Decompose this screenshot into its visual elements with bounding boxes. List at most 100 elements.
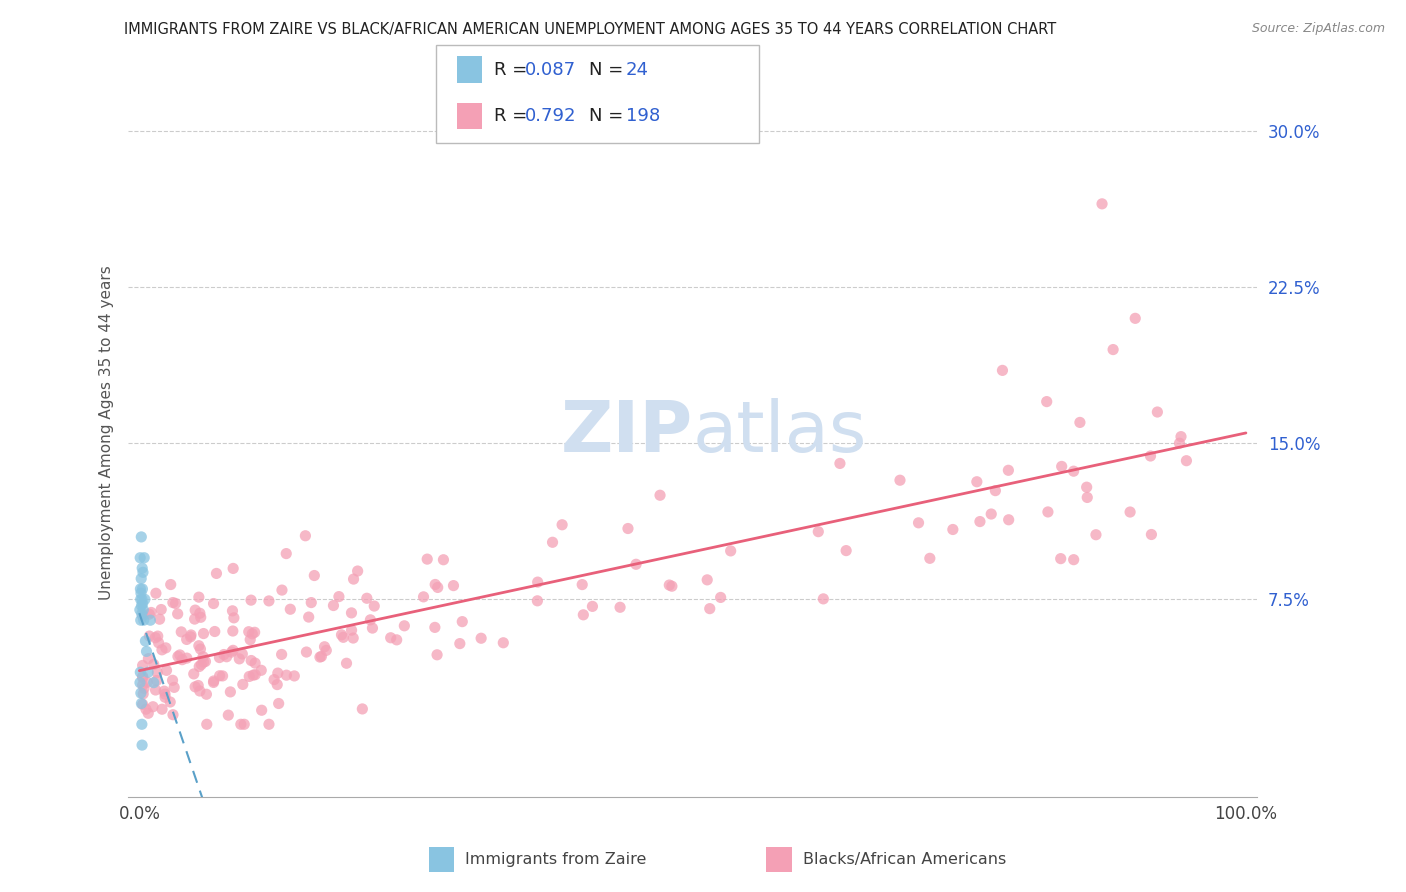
Point xyxy=(907,516,929,530)
Point xyxy=(148,636,170,650)
Point xyxy=(426,581,449,595)
Point xyxy=(134,634,156,648)
Point xyxy=(696,573,718,587)
Point xyxy=(194,655,217,669)
Point xyxy=(1076,491,1098,505)
Point xyxy=(1123,311,1146,326)
Y-axis label: Unemployment Among Ages 35 to 44 years: Unemployment Among Ages 35 to 44 years xyxy=(100,266,114,600)
Point xyxy=(131,698,153,712)
Point xyxy=(222,624,245,638)
Point xyxy=(187,639,209,653)
Point xyxy=(1049,551,1071,566)
Point xyxy=(193,626,215,640)
Point xyxy=(426,648,449,662)
Point xyxy=(311,649,333,664)
Point xyxy=(451,615,474,629)
Point xyxy=(1091,197,1114,211)
Point xyxy=(131,530,153,544)
Point xyxy=(1119,505,1142,519)
Point xyxy=(340,606,363,620)
Point xyxy=(232,677,254,691)
Point xyxy=(129,550,152,565)
Point xyxy=(239,632,262,647)
Text: R =: R = xyxy=(494,61,533,78)
Point xyxy=(153,684,176,698)
Point xyxy=(128,603,150,617)
Point xyxy=(332,630,354,644)
Point xyxy=(131,561,153,575)
Point xyxy=(131,671,153,685)
Point xyxy=(330,628,353,642)
Point xyxy=(188,659,211,673)
Point xyxy=(138,607,160,622)
Point xyxy=(136,706,159,721)
Point xyxy=(233,717,256,731)
Point xyxy=(129,592,152,607)
Point xyxy=(211,669,233,683)
Point xyxy=(142,657,165,672)
Point xyxy=(159,695,181,709)
Point xyxy=(617,522,640,536)
Point xyxy=(1063,552,1085,566)
Point xyxy=(648,488,671,502)
Point xyxy=(150,702,173,716)
Point xyxy=(720,544,742,558)
Point xyxy=(129,686,152,700)
Point xyxy=(304,568,326,582)
Point xyxy=(1069,416,1091,430)
Point xyxy=(449,637,471,651)
Point xyxy=(699,601,721,615)
Point xyxy=(267,697,290,711)
Point xyxy=(191,649,214,664)
Point xyxy=(202,597,225,611)
Point xyxy=(141,606,163,620)
Point xyxy=(131,658,153,673)
Point xyxy=(190,610,212,624)
Point xyxy=(129,582,152,596)
Text: ZIP: ZIP xyxy=(561,399,693,467)
Point xyxy=(165,597,187,611)
Point xyxy=(131,597,153,611)
Point xyxy=(267,666,290,681)
Point xyxy=(146,629,169,643)
Point xyxy=(340,623,363,637)
Point xyxy=(342,631,364,645)
Point xyxy=(204,624,226,639)
Point xyxy=(572,607,595,622)
Point xyxy=(385,632,408,647)
Point xyxy=(139,613,162,627)
Point xyxy=(889,473,911,487)
Point xyxy=(361,621,384,635)
Point xyxy=(131,678,153,692)
Point xyxy=(132,681,155,696)
Point xyxy=(150,602,173,616)
Point xyxy=(166,607,188,621)
Text: atlas: atlas xyxy=(693,399,868,467)
Point xyxy=(208,669,231,683)
Point xyxy=(270,648,292,662)
Point xyxy=(423,620,446,634)
Point xyxy=(1036,505,1059,519)
Point xyxy=(470,632,492,646)
Text: Blacks/African Americans: Blacks/African Americans xyxy=(803,853,1007,867)
Text: IMMIGRANTS FROM ZAIRE VS BLACK/AFRICAN AMERICAN UNEMPLOYMENT AMONG AGES 35 TO 44: IMMIGRANTS FROM ZAIRE VS BLACK/AFRICAN A… xyxy=(124,22,1057,37)
Point xyxy=(129,586,152,600)
Point xyxy=(1139,449,1161,463)
Point xyxy=(146,665,169,680)
Point xyxy=(131,607,153,621)
Point xyxy=(240,653,263,667)
Point xyxy=(134,550,156,565)
Point xyxy=(807,524,830,539)
Point xyxy=(1050,459,1073,474)
Point xyxy=(184,603,207,617)
Point xyxy=(432,553,454,567)
Point xyxy=(221,604,243,618)
Point xyxy=(278,602,301,616)
Point xyxy=(183,667,205,681)
Text: 0.087: 0.087 xyxy=(524,61,575,78)
Point xyxy=(271,583,294,598)
Point xyxy=(342,572,364,586)
Point xyxy=(195,687,218,701)
Point xyxy=(283,669,305,683)
Point xyxy=(153,690,176,705)
